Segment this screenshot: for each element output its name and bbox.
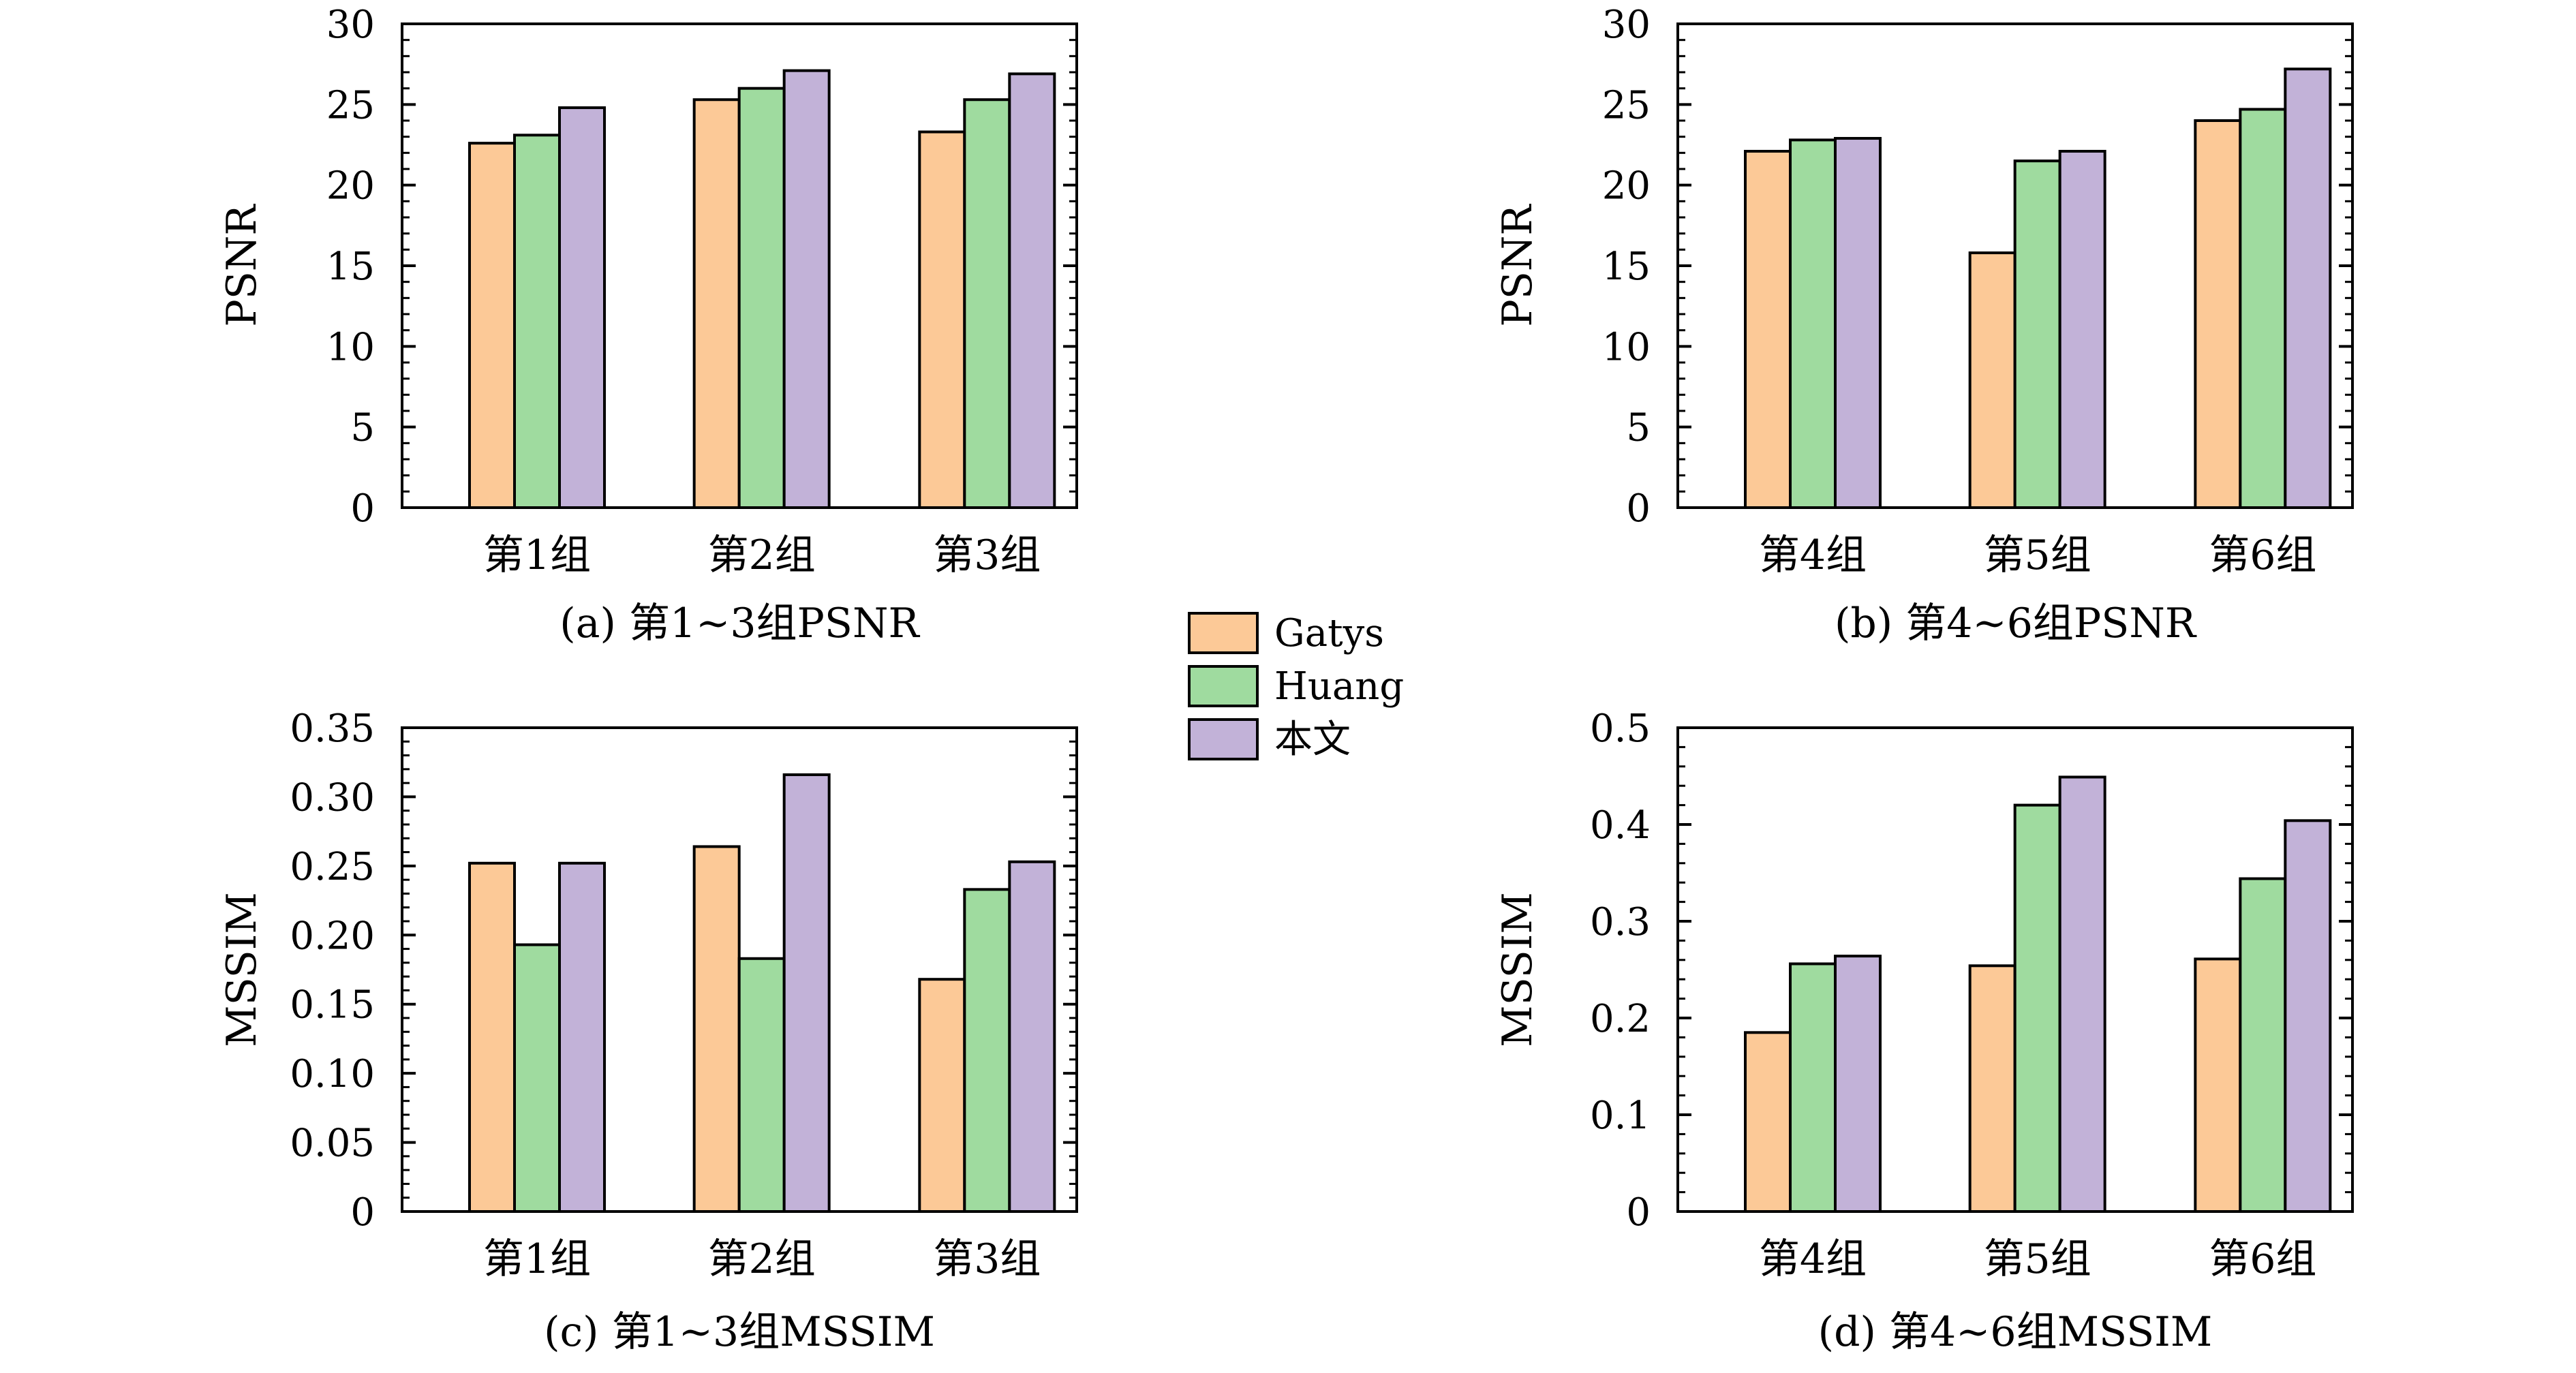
bar-Gatys-第6组: [2194, 957, 2242, 1213]
legend-label: 本文: [1274, 718, 1351, 762]
bar-Gatys-第2组: [692, 845, 741, 1213]
y-tick-label: 0.2: [1590, 997, 1651, 1041]
y-tick-label: 0: [1626, 487, 1651, 531]
y-tick-label: 15: [1602, 245, 1651, 289]
y-tick-label: 0.4: [1590, 803, 1651, 848]
bar-Gatys-第3组: [918, 978, 966, 1213]
legend-swatch-Huang: [1188, 665, 1259, 707]
plot-frame: [1676, 726, 2354, 1213]
y-tick-label: 0.30: [290, 775, 375, 820]
bar-Huang-第2组: [737, 87, 786, 509]
plot-frame: [401, 726, 1078, 1213]
chart-caption: (c) 第1~3组MSSIM: [544, 1308, 935, 1356]
legend-swatch-本文: [1188, 718, 1259, 760]
bar-本文-第1组: [558, 861, 606, 1214]
y-tick-label: 0.10: [290, 1052, 375, 1096]
bar-本文-第2组: [782, 773, 831, 1213]
bar-Gatys-第4组: [1744, 1031, 1792, 1214]
bar-本文-第5组: [2058, 775, 2106, 1214]
x-tick-label: 第3组: [933, 531, 1041, 579]
y-tick-label: 10: [326, 325, 375, 369]
y-tick-label: 25: [1602, 83, 1651, 127]
y-tick-label: 5: [350, 406, 375, 450]
y-tick-label: 20: [326, 164, 375, 209]
x-tick-label: 第3组: [933, 1235, 1041, 1283]
bar-本文-第1组: [558, 106, 606, 510]
bar-Huang-第6组: [2239, 877, 2287, 1214]
legend: Gatys Huang 本文: [1188, 611, 1404, 762]
bar-Gatys-第2组: [692, 98, 741, 509]
y-axis-label: PSNR: [1494, 204, 1542, 327]
y-tick-label: 0: [350, 487, 375, 531]
y-tick-label: 0.05: [290, 1122, 375, 1166]
bar-Gatys-第3组: [918, 130, 966, 510]
y-tick-label: 0.20: [290, 914, 375, 958]
bar-本文-第4组: [1834, 137, 1882, 510]
bar-Huang-第6组: [2239, 108, 2287, 509]
y-tick-label: 10: [1602, 325, 1651, 369]
x-tick-label: 第4组: [1759, 531, 1867, 579]
bar-Huang-第4组: [1789, 962, 1837, 1213]
bar-本文-第3组: [1008, 72, 1056, 510]
bar-Huang-第1组: [513, 943, 561, 1213]
y-tick-label: 0: [1626, 1190, 1651, 1235]
chart-caption: (a) 第1~3组PSNR: [559, 600, 920, 647]
y-tick-label: 30: [1602, 3, 1651, 47]
x-tick-label: 第2组: [708, 531, 816, 579]
y-tick-label: 15: [326, 245, 375, 289]
chart-panel-b: 第4组 第5组 第6组 0 5 10 15 20 25 30 PSNR (b) 第4~6组PSNR: [1494, 3, 2354, 647]
y-tick-label: 0: [350, 1190, 375, 1235]
bar-Gatys-第1组: [468, 142, 516, 509]
y-tick-label: 20: [1602, 164, 1651, 209]
chart-panel-c: 第1组 第2组 第3组 0 0.05 0.10 0.15 0.20 0.25 0.30 0.35 MS…: [218, 707, 1078, 1356]
bar-Huang-第3组: [963, 888, 1011, 1214]
x-tick-label: 第1组: [483, 1235, 591, 1283]
legend-label: Gatys: [1274, 611, 1384, 655]
x-tick-label: 第5组: [1984, 531, 2091, 579]
bar-Huang-第4组: [1789, 138, 1837, 509]
bar-本文-第4组: [1834, 955, 1882, 1213]
bar-Huang-第3组: [963, 98, 1011, 509]
y-tick-label: 5: [1626, 406, 1651, 450]
bar-Gatys-第1组: [468, 861, 516, 1214]
x-tick-label: 第2组: [708, 1235, 816, 1283]
bar-Gatys-第6组: [2194, 119, 2242, 509]
legend-label: Huang: [1274, 664, 1404, 709]
x-tick-label: 第5组: [1984, 1235, 2091, 1283]
bar-本文-第5组: [2058, 149, 2106, 509]
chart-caption: (d) 第4~6组MSSIM: [1818, 1308, 2213, 1356]
bar-Huang-第2组: [737, 957, 786, 1214]
chart-panel-d: 第4组 第5组 第6组 0 0.1 0.2 0.3 0.4 0.5 MSSIM (d) 第4~6组M…: [1494, 707, 2354, 1356]
y-tick-label: 25: [326, 83, 375, 127]
y-tick-label: 0.3: [1590, 900, 1651, 944]
y-axis-label: PSNR: [218, 204, 266, 327]
x-tick-label: 第1组: [483, 531, 591, 579]
chart-panel-a: 第1组 第2组 第3组 0 5 10 15 20 25 30 PSNR (a) 第1~3组PSNR: [218, 3, 1078, 647]
y-tick-label: 0.5: [1590, 707, 1651, 751]
x-tick-label: 第6组: [2209, 531, 2316, 579]
y-tick-label: 30: [326, 3, 375, 47]
legend-swatch-Gatys: [1188, 612, 1259, 654]
y-tick-label: 0.1: [1590, 1094, 1651, 1138]
bar-本文-第6组: [2284, 819, 2332, 1213]
bar-Huang-第1组: [513, 134, 561, 510]
bar-Huang-第5组: [2013, 803, 2061, 1213]
bar-Gatys-第4组: [1744, 149, 1792, 509]
bar-Gatys-第5组: [1968, 251, 2017, 509]
bar-Gatys-第5组: [1968, 964, 2017, 1213]
bar-本文-第3组: [1008, 860, 1056, 1214]
bar-本文-第2组: [782, 69, 831, 509]
x-tick-label: 第4组: [1759, 1235, 1867, 1283]
y-tick-label: 0.25: [290, 845, 375, 889]
y-axis-label: MSSIM: [1494, 892, 1542, 1047]
x-tick-label: 第6组: [2209, 1235, 2316, 1283]
bar-本文-第6组: [2284, 67, 2332, 510]
y-tick-label: 0.35: [290, 707, 375, 751]
y-axis-label: MSSIM: [218, 892, 266, 1047]
chart-caption: (b) 第4~6组PSNR: [1835, 600, 2197, 647]
y-tick-label: 0.15: [290, 983, 375, 1028]
bar-Huang-第5组: [2013, 159, 2061, 510]
